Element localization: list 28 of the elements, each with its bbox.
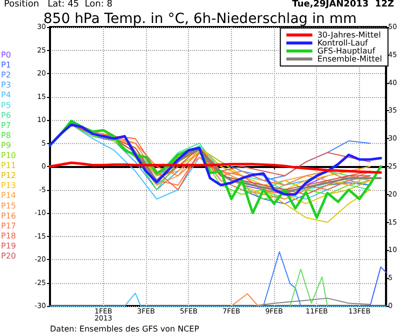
legend-label: Ensemble-Mittel — [317, 54, 382, 64]
text: P13 — [1, 181, 16, 190]
text: P20 — [1, 252, 16, 260]
text: P18 — [1, 231, 16, 240]
legend-label: Kontroll-Lauf — [317, 38, 368, 48]
text: P10 — [1, 151, 16, 160]
text: P19 — [1, 241, 16, 250]
text: P14 — [1, 191, 16, 200]
text: P5 — [1, 100, 11, 110]
legend-label: 30-Jahres-Mittel — [317, 30, 381, 40]
text: P16 — [1, 211, 16, 220]
text: P1 — [1, 60, 11, 70]
text: P17 — [1, 221, 16, 230]
text: P0 — [1, 50, 11, 60]
text: Tue,29JAN2013 12Z — [292, 0, 394, 10]
text: P15 — [1, 201, 16, 210]
text: P6 — [1, 110, 11, 120]
text: P9 — [1, 140, 11, 150]
text: P2 — [1, 70, 11, 80]
text: Daten: Ensembles des GFS von NCEP — [50, 324, 200, 333]
text: P11 — [1, 161, 16, 170]
text: P3 — [1, 80, 11, 90]
text: Position Lat: 45 Lon: 8 — [4, 0, 113, 10]
text: P12 — [1, 171, 16, 180]
legend-label: GFS-Hauptlauf — [317, 46, 376, 56]
text: P7 — [1, 120, 11, 130]
text: P8 — [1, 130, 11, 140]
text: P4 — [1, 90, 11, 100]
